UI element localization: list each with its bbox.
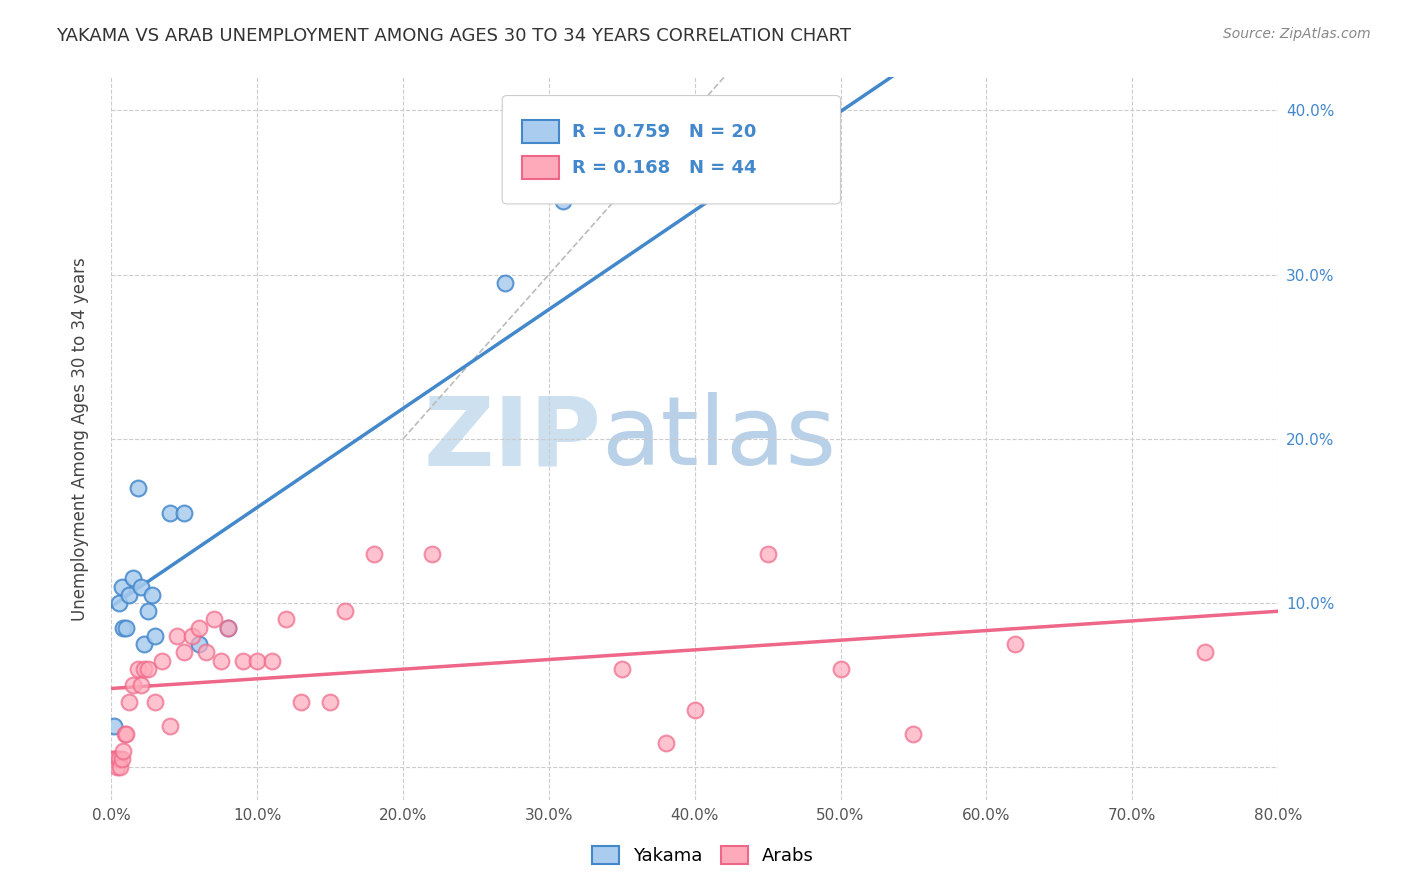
Text: R = 0.168   N = 44: R = 0.168 N = 44 [572, 159, 756, 177]
Legend: Yakama, Arabs: Yakama, Arabs [583, 837, 823, 874]
Point [260, 654, 283, 668]
Text: YAKAMA VS ARAB UNEMPLOYMENT AMONG AGES 30 TO 34 YEARS CORRELATION CHART: YAKAMA VS ARAB UNEMPLOYMENT AMONG AGES 3… [56, 27, 851, 45]
Text: atlas: atlas [602, 392, 837, 485]
Text: Source: ZipAtlas.com: Source: ZipAtlas.com [1223, 27, 1371, 41]
Point [1004, 637, 1026, 651]
Point [115, 727, 138, 741]
Point [187, 637, 209, 651]
Point [246, 654, 269, 668]
Point [581, 128, 603, 142]
Point [290, 695, 312, 709]
Point [202, 612, 225, 626]
Point [903, 727, 925, 741]
Point [232, 654, 254, 668]
Point [129, 580, 152, 594]
Point [683, 703, 706, 717]
Point [112, 621, 135, 635]
Point [141, 588, 163, 602]
Point [107, 596, 129, 610]
Point [363, 547, 385, 561]
Point [111, 580, 134, 594]
Point [152, 654, 174, 668]
Point [1194, 645, 1216, 659]
Point [173, 506, 195, 520]
Point [420, 547, 443, 561]
Point [122, 678, 145, 692]
FancyBboxPatch shape [522, 156, 560, 179]
Point [143, 629, 166, 643]
Point [118, 695, 141, 709]
Point [105, 760, 128, 774]
Point [127, 662, 149, 676]
Point [103, 719, 125, 733]
Point [209, 654, 232, 668]
Point [129, 678, 152, 692]
Point [217, 621, 239, 635]
Point [195, 645, 218, 659]
Point [103, 752, 125, 766]
Point [143, 695, 166, 709]
Text: R = 0.759   N = 20: R = 0.759 N = 20 [572, 122, 756, 141]
Point [333, 604, 356, 618]
Point [159, 506, 181, 520]
Point [830, 662, 852, 676]
Point [654, 736, 676, 750]
Point [115, 621, 138, 635]
Point [187, 621, 209, 635]
Point [276, 612, 298, 626]
Point [111, 752, 134, 766]
Point [136, 662, 159, 676]
Point [122, 571, 145, 585]
Point [118, 588, 141, 602]
Point [112, 744, 135, 758]
Point [104, 752, 127, 766]
Point [173, 645, 195, 659]
FancyBboxPatch shape [522, 120, 560, 144]
Point [159, 719, 181, 733]
Point [132, 637, 155, 651]
Point [107, 752, 129, 766]
Point [494, 276, 516, 290]
Y-axis label: Unemployment Among Ages 30 to 34 years: Unemployment Among Ages 30 to 34 years [72, 257, 89, 621]
Point [217, 621, 239, 635]
Point [114, 727, 136, 741]
Point [108, 760, 131, 774]
FancyBboxPatch shape [502, 95, 841, 204]
Point [319, 695, 342, 709]
Point [132, 662, 155, 676]
Point [610, 662, 633, 676]
Point [127, 481, 149, 495]
Point [180, 629, 202, 643]
Point [166, 629, 188, 643]
Point [553, 194, 575, 208]
Point [101, 752, 124, 766]
Point [136, 604, 159, 618]
Point [756, 547, 779, 561]
Text: ZIP: ZIP [423, 392, 602, 485]
